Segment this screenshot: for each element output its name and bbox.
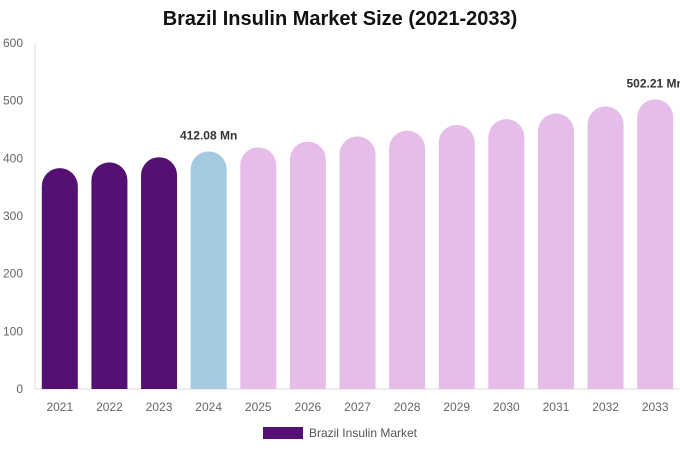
- x-tick-label: 2033: [642, 400, 669, 414]
- y-tick-label: 0: [16, 382, 23, 396]
- y-tick-label: 500: [3, 94, 23, 108]
- bar-2025: [240, 147, 277, 389]
- bar-2030: [488, 119, 525, 390]
- x-tick-label: 2030: [493, 400, 520, 414]
- x-tick-label: 2029: [443, 400, 470, 414]
- legend: Brazil Insulin Market: [0, 426, 680, 440]
- bar-2029: [438, 124, 475, 390]
- bar-2023: [141, 157, 178, 389]
- bar-2027: [339, 136, 376, 389]
- data-label-2024: 412.08 Mn: [180, 128, 237, 142]
- x-tick-label: 2022: [96, 400, 123, 414]
- y-tick-label: 200: [3, 267, 23, 281]
- bar-2032: [587, 106, 624, 389]
- y-tick-label: 100: [3, 324, 23, 338]
- x-tick-label: 2032: [592, 400, 619, 414]
- bar-2026: [289, 141, 326, 389]
- x-tick-label: 2027: [344, 400, 371, 414]
- x-tick-label: 2026: [295, 400, 322, 414]
- y-tick-label: 300: [3, 209, 23, 223]
- chart-title: Brazil Insulin Market Size (2021-2033): [162, 8, 518, 30]
- bar-2028: [389, 130, 426, 389]
- data-label-2033: 502.21 Mn: [627, 76, 680, 90]
- legend-swatch: [262, 427, 303, 439]
- bar-2031: [537, 113, 574, 390]
- bar-2022: [91, 162, 128, 389]
- x-tick-label: 2023: [146, 400, 173, 414]
- bar-2021: [41, 168, 78, 389]
- legend-label: Brazil Insulin Market: [308, 426, 418, 440]
- x-tick-label: 2024: [195, 400, 222, 414]
- y-tick-label: 400: [3, 151, 23, 165]
- bar-2024: [190, 151, 227, 389]
- y-tick-label: 600: [3, 36, 23, 50]
- x-tick-label: 2028: [394, 400, 421, 414]
- bar-2033: [637, 99, 674, 389]
- x-tick-label: 2021: [46, 400, 73, 414]
- x-tick-label: 2031: [543, 400, 570, 414]
- x-tick-label: 2025: [245, 400, 272, 414]
